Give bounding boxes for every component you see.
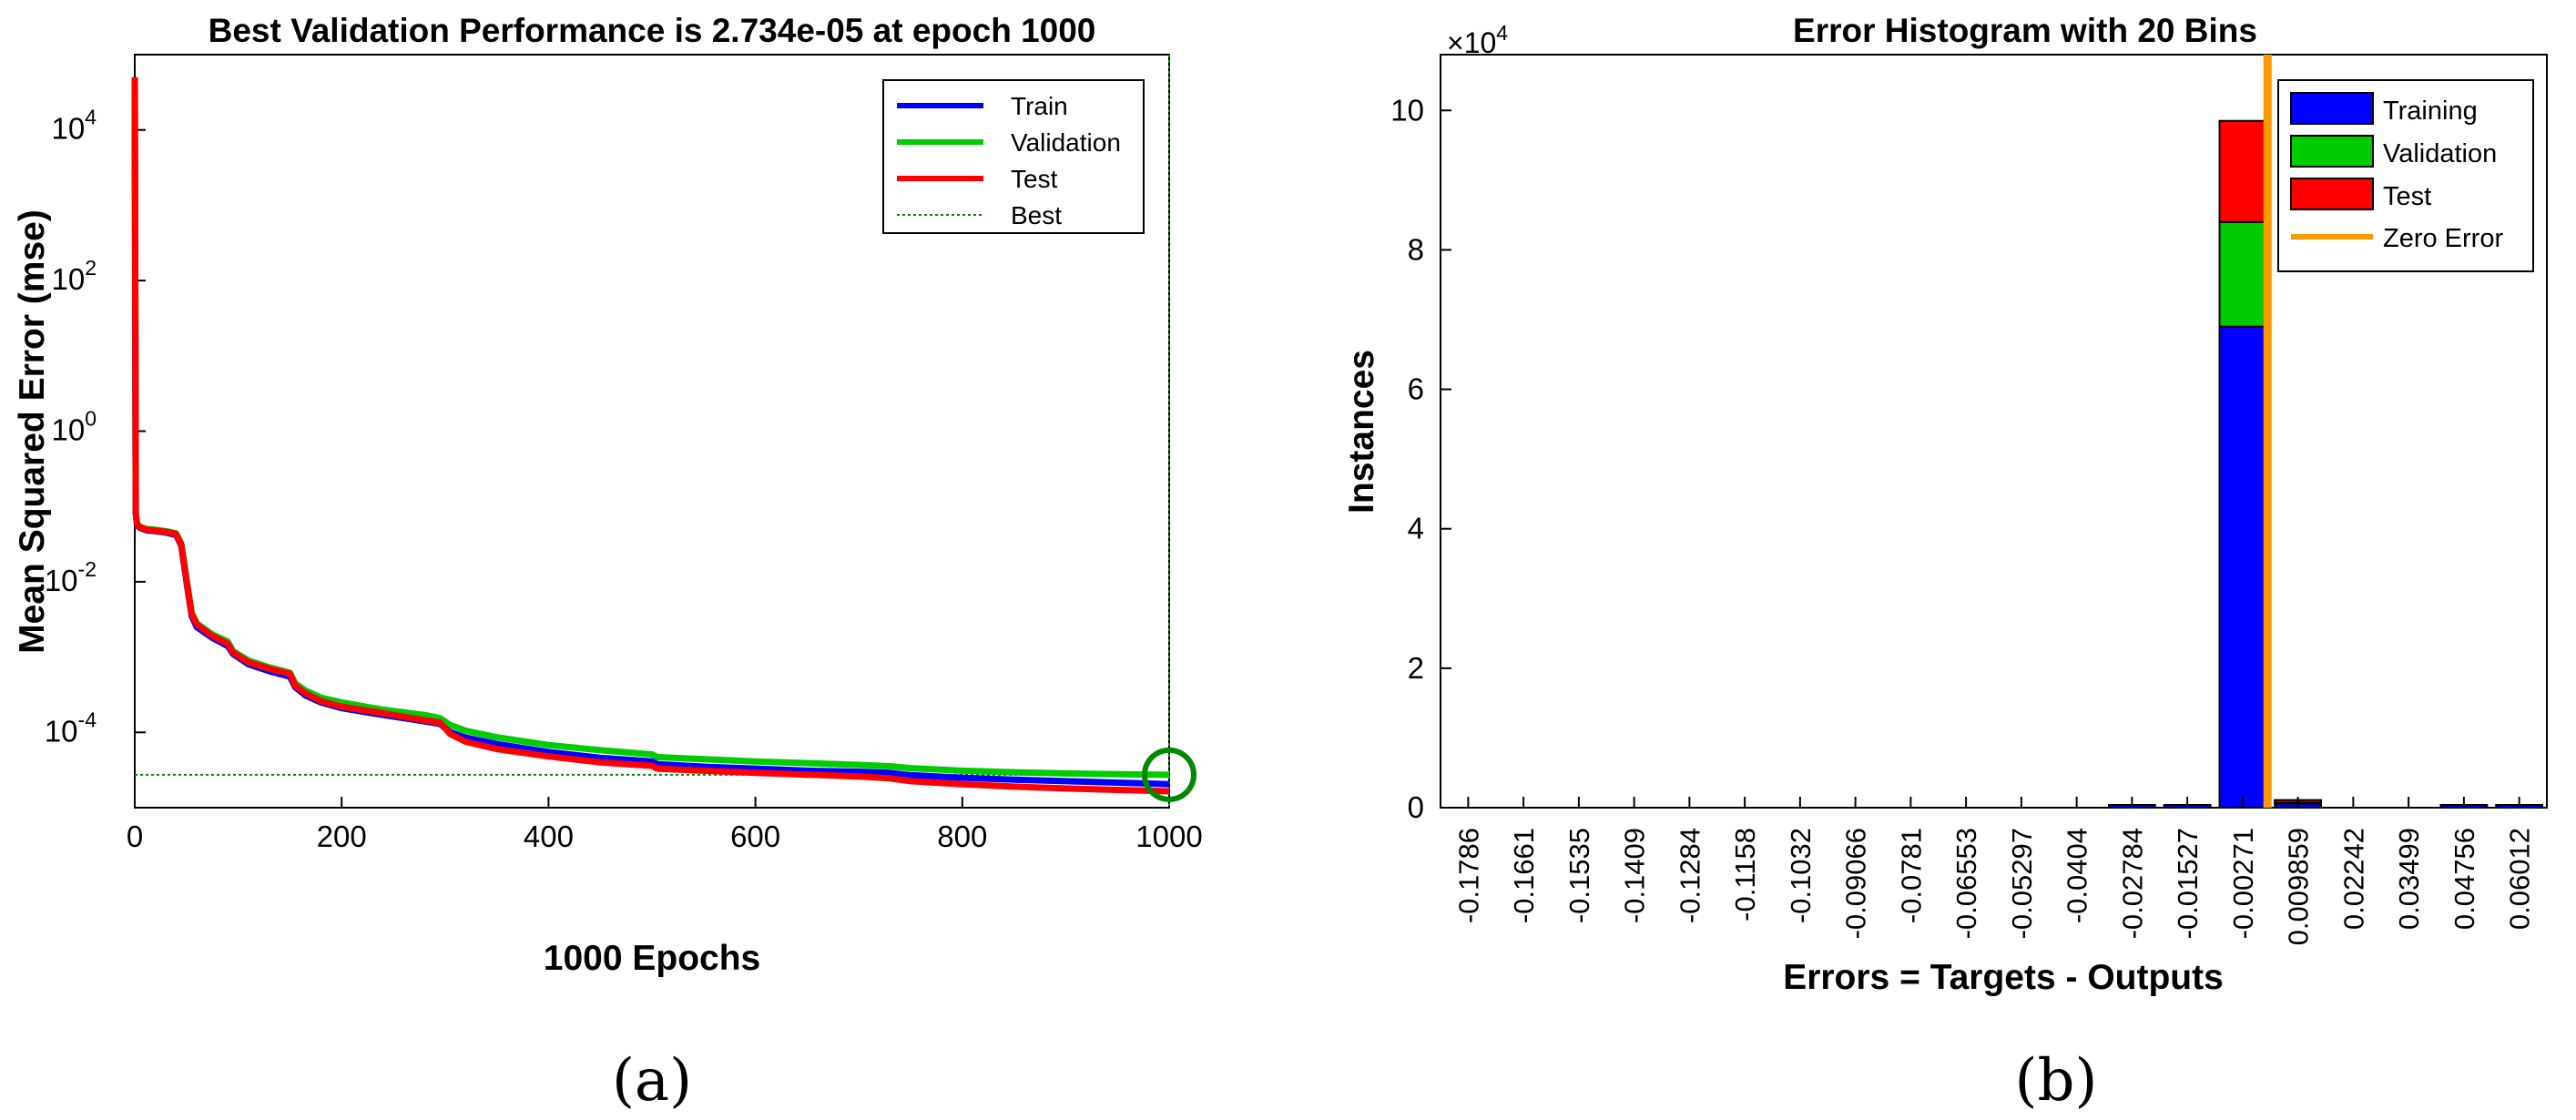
legend-label: Test bbox=[1011, 165, 1058, 193]
chart-a-x-axis-label: 1000 Epochs bbox=[544, 939, 760, 978]
svg-text:×104: ×104 bbox=[1447, 21, 1508, 59]
legend-swatch bbox=[2290, 178, 2374, 210]
x-tick-label: -0.06553 bbox=[1950, 828, 1982, 939]
chart-a-caption: (a) bbox=[612, 1047, 692, 1115]
x-tick-label: -0.1661 bbox=[1508, 828, 1540, 923]
chart-b-y-axis-label: Instances bbox=[1342, 350, 1381, 514]
x-tick-label: -0.1158 bbox=[1729, 828, 1761, 921]
x-tick-label: 0.009859 bbox=[2283, 828, 2315, 945]
bar-training bbox=[2218, 325, 2267, 809]
x-tick-label: -0.09066 bbox=[1840, 828, 1872, 939]
y-tick-exponent: 4 bbox=[85, 106, 97, 129]
x-tick-label: 200 bbox=[317, 820, 367, 853]
chart-a-series-lines bbox=[131, 55, 1196, 808]
y-tick-exponent: -4 bbox=[78, 708, 97, 731]
x-tick-label: -0.1409 bbox=[1619, 828, 1651, 923]
x-tick-label: -0.0781 bbox=[1895, 828, 1927, 923]
best-marker-circle bbox=[1142, 747, 1196, 802]
y-tick-base: 10 bbox=[45, 564, 78, 597]
chart-a-y-axis-label: Mean Squared Error (mse) bbox=[13, 209, 52, 654]
chart-b-y-multiplier-exp: 4 bbox=[1496, 21, 1508, 45]
x-tick-label: -0.1786 bbox=[1452, 828, 1484, 923]
bar-test bbox=[2218, 119, 2267, 223]
chart-b-title: Error Histogram with 20 Bins bbox=[1793, 12, 2257, 49]
chart-b-x-ticks: -0.1786 -0.1661 -0.1535 -0.1409 -0.1284 -0.11… bbox=[1452, 797, 2536, 945]
chart-a-x-ticks: 0 200 400 600 800 1000 bbox=[127, 797, 1203, 853]
legend-label: Best bbox=[1011, 201, 1062, 229]
x-tick-label: -0.02784 bbox=[2116, 828, 2148, 939]
legend-swatch bbox=[2290, 92, 2374, 125]
performance-chart: Best Validation Performance is 2.734e-05… bbox=[13, 12, 1203, 1115]
x-tick-label: 1000 bbox=[1135, 820, 1202, 853]
y-tick-base: 10 bbox=[51, 262, 85, 296]
chart-b-y-multiplier: ×104 bbox=[1447, 21, 1508, 59]
x-tick-label: 0 bbox=[127, 820, 143, 853]
x-tick-label: -0.1032 bbox=[1785, 828, 1817, 923]
y-tick-label: 10-4 bbox=[45, 708, 97, 748]
y-tick-label: 8 bbox=[1408, 232, 1424, 266]
chart-a-title: Best Validation Performance is 2.734e-05… bbox=[209, 12, 1096, 49]
y-tick-label: 4 bbox=[1408, 512, 1424, 545]
x-tick-label: 0.03499 bbox=[2393, 828, 2425, 930]
x-tick-label: 400 bbox=[524, 820, 574, 853]
y-tick-label: 10 bbox=[1390, 93, 1424, 127]
y-tick-exponent: 0 bbox=[85, 407, 97, 431]
chart-a-legend: Train Validation Test Best bbox=[882, 79, 1145, 234]
x-tick-label: 600 bbox=[730, 820, 780, 853]
legend-label: Train bbox=[1011, 92, 1068, 120]
legend-label: Validation bbox=[2383, 139, 2497, 168]
chart-b-legend: Training Validation Test Zero Error bbox=[2277, 79, 2534, 272]
x-tick-label: -0.1284 bbox=[1674, 828, 1705, 923]
chart-b-x-axis-label: Errors = Targets - Outputs bbox=[1783, 958, 2224, 997]
y-tick-label: 6 bbox=[1408, 372, 1424, 406]
x-tick-label: -0.1535 bbox=[1563, 828, 1595, 923]
histogram-chart: Error Histogram with 20 Bins ×104 0 2 4 6 8 1… bbox=[1342, 12, 2548, 1115]
x-tick-label: -0.0404 bbox=[2062, 828, 2093, 923]
y-tick-label: 2 bbox=[1408, 651, 1424, 685]
y-tick-base: 10 bbox=[51, 112, 85, 146]
x-tick-label: -0.05297 bbox=[2006, 828, 2038, 939]
chart-b-caption: (b) bbox=[2015, 1047, 2098, 1115]
legend-label: Validation bbox=[1011, 128, 1121, 157]
x-tick-label: 800 bbox=[937, 820, 987, 853]
x-tick-label: -0.00271 bbox=[2227, 828, 2259, 939]
legend-label: Test bbox=[2383, 182, 2431, 211]
y-tick-label: 10-2 bbox=[45, 557, 97, 597]
x-tick-label: 0.06012 bbox=[2504, 828, 2536, 930]
y-tick-exponent: 2 bbox=[85, 256, 97, 280]
legend-label: Training bbox=[2383, 97, 2478, 126]
legend-label: Zero Error bbox=[2383, 224, 2503, 253]
y-tick-label: 104 bbox=[51, 106, 97, 146]
series-line-test bbox=[131, 76, 1170, 795]
x-tick-label: 0.04756 bbox=[2449, 828, 2480, 930]
x-tick-label: -0.01527 bbox=[2172, 828, 2204, 939]
x-tick-label: 0.02242 bbox=[2337, 828, 2369, 930]
bar-validation bbox=[2218, 220, 2267, 328]
y-tick-label: 0 bbox=[1408, 790, 1424, 824]
chart-b-y-ticks: 0 2 4 6 8 10 bbox=[1390, 93, 1451, 824]
y-tick-label: 102 bbox=[51, 256, 97, 296]
y-tick-label: 100 bbox=[51, 407, 97, 447]
y-tick-base: 10 bbox=[51, 413, 85, 447]
y-tick-exponent: -2 bbox=[78, 557, 97, 581]
legend-swatch bbox=[2290, 135, 2374, 168]
chart-b-bars bbox=[2108, 119, 2543, 809]
y-tick-base: 10 bbox=[45, 714, 78, 748]
